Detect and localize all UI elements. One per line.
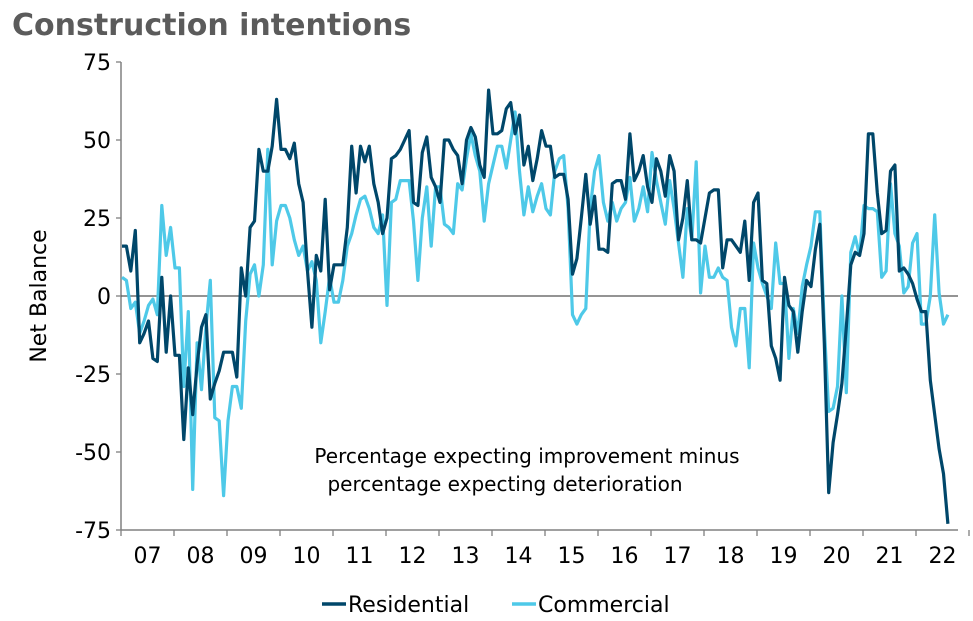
y-tick-label: 50 [83, 129, 111, 154]
x-tick-label: 21 [876, 544, 904, 569]
x-tick-label: 20 [823, 544, 851, 569]
series-line-commercial [121, 110, 950, 498]
y-tick-label: 75 [83, 51, 111, 76]
chart-title: Construction intentions [12, 8, 412, 43]
y-tick-label: -50 [75, 441, 111, 466]
series-line-residential [122, 88, 950, 524]
x-tick-label: 07 [134, 544, 162, 569]
x-tick-label: 15 [558, 544, 586, 569]
x-tick-label: 09 [240, 544, 268, 569]
y-axis-label: Net Balance [27, 229, 52, 362]
legend-label-residential: Residential [348, 593, 469, 618]
annotation-line-2: percentage expecting deterioration [327, 472, 682, 496]
x-tick-label: 18 [717, 544, 745, 569]
x-tick-label: 16 [611, 544, 639, 569]
x-tick-label: 19 [770, 544, 798, 569]
y-tick-label: -75 [75, 519, 111, 544]
x-tick-label: 08 [187, 544, 215, 569]
x-tick-label: 22 [929, 544, 957, 569]
y-tick-label: 0 [97, 285, 111, 310]
x-tick-label: 11 [346, 544, 374, 569]
x-tick-label: 14 [505, 544, 533, 569]
annotation-line-1: Percentage expecting improvement minus [314, 444, 739, 468]
legend-label-commercial: Commercial [538, 593, 670, 618]
y-tick-label: 25 [83, 207, 111, 232]
x-tick-label: 10 [293, 544, 321, 569]
x-tick-label: 17 [664, 544, 692, 569]
x-tick-label: 12 [399, 544, 427, 569]
y-tick-label: -25 [75, 363, 111, 388]
x-tick-label: 13 [452, 544, 480, 569]
